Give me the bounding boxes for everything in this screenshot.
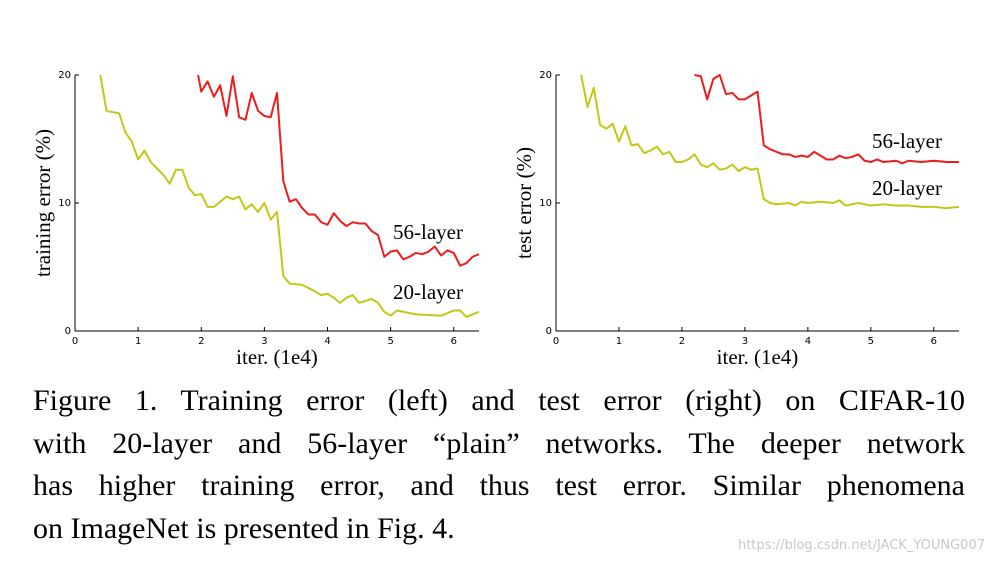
y-tick-label: 20	[58, 70, 71, 81]
x-axis-label: iter. (1e4)	[236, 345, 318, 369]
series-label: 20-layer	[393, 280, 463, 304]
x-tick-label: 5	[387, 336, 393, 347]
y-tick-label: 0	[546, 326, 552, 337]
line-series	[197, 74, 480, 267]
caption-line: on ImageNet is presented in Fig. 4.	[33, 511, 455, 545]
x-tick-label: 0	[553, 336, 559, 347]
series-label: 20-layer	[872, 176, 942, 200]
caption-line: Figure 1. Training error (left) and test…	[33, 384, 965, 417]
x-tick-label: 3	[742, 336, 748, 347]
x-tick-label: 1	[616, 336, 622, 347]
x-tick-label: 1	[135, 336, 141, 347]
y-axis-label: test error (%)	[512, 147, 536, 259]
caption: Figure 1. Training error (left) and test…	[33, 380, 965, 550]
caption-line: has higher training error, and thus test…	[33, 469, 965, 502]
x-tick-label: 6	[931, 336, 937, 347]
x-tick-label: 4	[805, 336, 811, 347]
watermark: https://blog.csdn.net/JACK_YOUNG007	[737, 538, 985, 553]
x-tick-label: 2	[198, 336, 204, 347]
series-label: 56-layer	[872, 129, 942, 153]
x-tick-label: 0	[72, 336, 78, 347]
y-tick-label: 10	[539, 198, 552, 209]
x-tick-label: 3	[261, 336, 267, 347]
y-axis-label: training error (%)	[31, 129, 55, 277]
x-tick-label: 5	[868, 336, 874, 347]
y-tick-label: 20	[539, 70, 552, 81]
x-tick-label: 2	[679, 336, 685, 347]
x-tick-label: 6	[451, 336, 457, 347]
line-series	[694, 74, 959, 165]
y-tick-label: 10	[58, 198, 71, 209]
caption-line: with 20-layer and 56-layer “plain” netwo…	[33, 426, 965, 460]
line-series	[99, 74, 480, 318]
x-axis-label: iter. (1e4)	[717, 345, 799, 369]
y-tick-label: 0	[65, 326, 71, 337]
x-tick-label: 4	[324, 336, 330, 347]
line-series	[580, 74, 960, 210]
series-label: 56-layer	[393, 220, 463, 244]
